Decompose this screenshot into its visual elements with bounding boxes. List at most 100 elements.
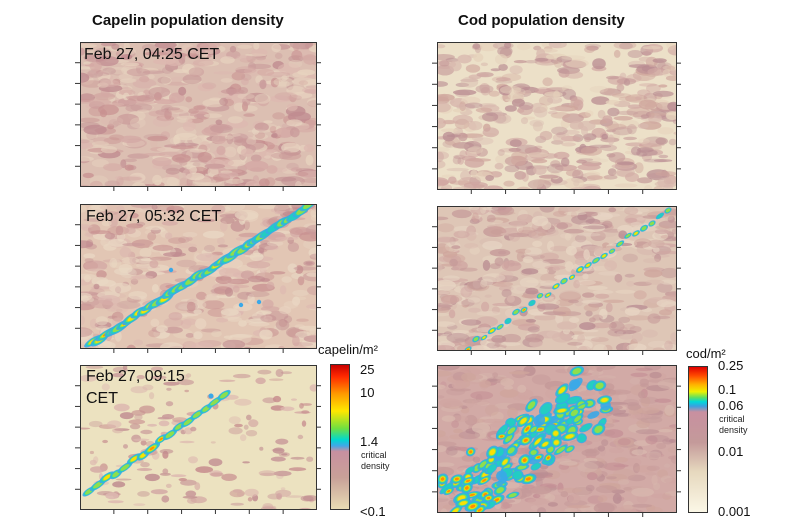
- density-patch: [577, 345, 588, 350]
- density-patch: [272, 447, 285, 454]
- density-patch: [640, 396, 651, 407]
- density-patch: [234, 209, 259, 221]
- density-patch: [272, 112, 285, 120]
- cod-school-blob: [522, 458, 527, 463]
- density-patch: [539, 207, 555, 213]
- capelin-school-blob: [103, 474, 111, 480]
- density-patch: [81, 80, 104, 88]
- density-patch: [468, 280, 488, 290]
- density-patch: [151, 157, 172, 167]
- density-patch: [131, 434, 141, 443]
- density-patch: [582, 336, 600, 340]
- density-patch: [81, 273, 97, 280]
- density-patch: [548, 43, 567, 49]
- density-patch: [472, 212, 479, 223]
- density-patch: [547, 228, 559, 234]
- density-patch: [203, 244, 216, 253]
- capelin-heatmap-1: [81, 43, 316, 186]
- density-patch: [645, 279, 665, 285]
- density-patch: [585, 310, 593, 317]
- density-patch: [84, 258, 94, 263]
- density-patch: [89, 61, 102, 72]
- density-patch: [155, 109, 172, 116]
- density-patch: [497, 207, 515, 216]
- density-patch: [645, 435, 658, 445]
- density-patch: [294, 324, 306, 329]
- density-patch: [478, 379, 491, 389]
- density-patch: [106, 67, 130, 75]
- density-patch: [147, 135, 168, 142]
- density-patch: [607, 107, 620, 117]
- density-patch: [599, 88, 622, 96]
- cod-school-blob: [499, 435, 504, 438]
- density-patch: [233, 302, 253, 312]
- cod-school-blob: [553, 430, 559, 436]
- density-patch: [291, 398, 297, 401]
- density-patch: [595, 293, 610, 299]
- density-patch: [664, 491, 676, 497]
- density-patch: [186, 301, 196, 312]
- cod-school-blob: [634, 231, 638, 235]
- cod-school-blob: [542, 442, 548, 447]
- density-patch: [665, 111, 676, 121]
- density-patch: [613, 43, 637, 50]
- density-patch: [468, 329, 475, 333]
- density-patch: [604, 260, 617, 271]
- density-patch: [296, 318, 309, 322]
- density-patch: [573, 280, 580, 289]
- density-patch: [531, 374, 551, 385]
- density-patch: [480, 207, 487, 214]
- density-patch: [578, 232, 601, 237]
- cod-school-blob: [496, 470, 508, 482]
- density-patch: [185, 96, 193, 103]
- density-patch: [116, 300, 141, 309]
- density-patch: [126, 95, 151, 102]
- density-patch: [456, 103, 476, 109]
- density-patch: [536, 48, 546, 59]
- density-patch: [303, 144, 315, 153]
- density-patch: [126, 138, 148, 148]
- density-patch: [271, 43, 282, 53]
- density-patch: [216, 237, 225, 245]
- density-patch: [616, 161, 634, 166]
- capelin-speck: [168, 267, 174, 273]
- capelin-heatmap-2: [81, 205, 316, 348]
- density-patch: [606, 476, 617, 480]
- density-patch: [438, 243, 450, 254]
- capelin-school-blob: [165, 431, 175, 438]
- density-patch: [605, 473, 628, 482]
- density-patch: [464, 243, 479, 249]
- density-patch: [565, 71, 584, 79]
- density-patch: [559, 460, 578, 466]
- density-patch: [649, 371, 662, 379]
- density-patch: [109, 303, 129, 314]
- density-patch: [279, 306, 292, 315]
- density-patch: [652, 58, 667, 63]
- density-patch: [216, 145, 226, 156]
- density-patch: [172, 417, 188, 423]
- density-patch: [263, 234, 287, 242]
- density-patch: [672, 401, 676, 406]
- density-patch: [504, 105, 517, 112]
- density-patch: [646, 506, 663, 512]
- density-patch: [602, 387, 611, 396]
- density-patch: [262, 299, 274, 309]
- density-patch: [546, 87, 570, 92]
- density-patch: [449, 258, 458, 267]
- density-patch: [521, 484, 535, 489]
- density-patch: [150, 146, 166, 152]
- density-patch: [126, 68, 151, 77]
- density-patch: [467, 146, 484, 154]
- density-patch: [244, 488, 259, 497]
- density-patch: [624, 307, 640, 316]
- density-patch: [541, 221, 552, 230]
- density-patch: [288, 59, 303, 68]
- density-patch: [468, 121, 483, 131]
- density-patch: [479, 73, 489, 77]
- density-patch: [468, 158, 492, 162]
- density-patch: [577, 120, 596, 131]
- density-patch: [438, 321, 456, 327]
- density-patch: [467, 297, 481, 303]
- density-patch: [562, 113, 584, 124]
- density-patch: [636, 419, 651, 429]
